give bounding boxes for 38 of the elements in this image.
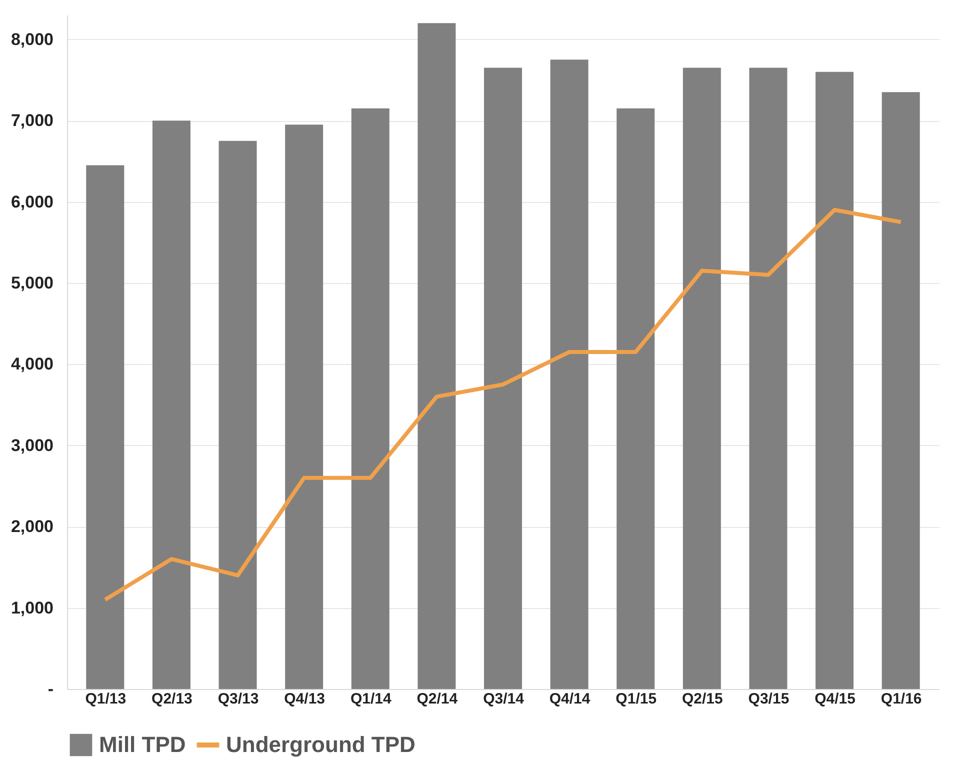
y-tick-label: 4,000 [10,354,54,374]
legend-label: Mill TPD [99,732,186,757]
x-tick-label: Q3/14 [483,690,525,708]
bar [484,68,522,689]
x-tick-label: Q3/13 [218,690,259,708]
x-tick-label: Q2/14 [416,690,458,708]
y-tick-label: 7,000 [10,111,54,130]
bar [351,108,390,689]
x-tick-label: Q4/15 [814,690,856,708]
line-series [103,208,903,602]
y-tick-label: 6,000 [10,192,54,212]
x-tick-label: Q4/13 [284,690,326,708]
bar [152,120,190,689]
bar [285,124,324,689]
legend-label: Underground TPD [226,732,416,757]
bar [218,140,257,689]
bar [816,72,854,689]
bar [550,60,588,689]
x-tick-label: Q4/14 [549,690,591,708]
y-tick-label: 2,000 [10,517,54,536]
x-tick-label: Q3/15 [748,690,790,708]
y-tick-label: 3,000 [10,436,54,455]
x-tick-label: Q1/16 [880,690,922,708]
bar [749,68,788,689]
bar [882,92,920,689]
x-tick-label: Q1/13 [85,690,126,708]
x-tick-label: Q2/15 [682,690,723,708]
bar [86,165,124,689]
y-tick-label: 8,000 [10,30,54,49]
bar [418,23,456,689]
y-tick-label: 5,000 [10,273,54,292]
bar [616,108,655,689]
x-tick-label: Q1/15 [616,690,657,708]
x-tick-label: Q1/14 [350,690,392,708]
y-tick-label: 1,000 [10,598,54,618]
y-tick-label: - [48,680,54,698]
bar [682,68,721,689]
x-tick-label: Q2/13 [152,690,192,708]
